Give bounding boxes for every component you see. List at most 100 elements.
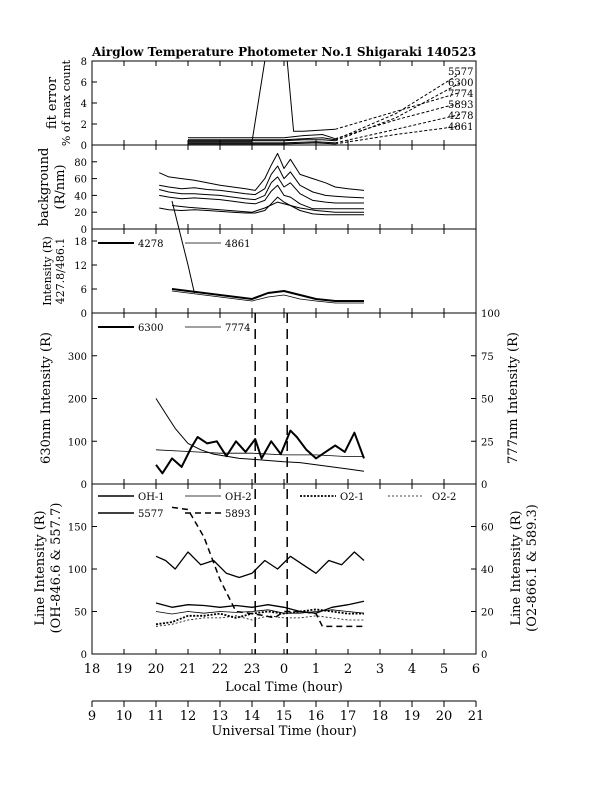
chart-title: Airglow Temperature Photometer No.1 Shig… [91,45,476,59]
lt-tick-label: 0 [280,662,288,677]
fit-ylabel1: fit error [45,76,60,129]
legend-label-5893: 5893 [225,509,250,520]
y-tick-label: 0 [481,650,487,661]
legend-label-oh2: OH-2 [225,492,252,503]
fit-series-label: 7774 [448,89,473,100]
series-line-7774 [155,449,364,458]
line-legend: OH-1 OH-2 O2-1 O2-2 5577 5893 [98,492,456,520]
y-tick-label: 6 [81,78,87,89]
y-tick-label: 6 [81,285,87,296]
series-line-d [159,184,364,210]
series-line-4861 [188,142,336,145]
lt-tick-label: 19 [116,662,133,677]
y-tick-label: 20 [74,208,87,219]
ut-tick-label: 19 [404,709,421,724]
ut-tick-label: 17 [340,709,357,724]
fit-series-label: 4278 [448,111,473,122]
lt-tick-label: 1 [312,662,320,677]
legend-label-o22: O2-2 [432,492,456,503]
lt-tick-label: 3 [376,662,384,677]
y-tick-label: 40 [481,565,494,576]
y-tick-label: 50 [74,608,87,619]
red-legend: 6300 7774 [98,323,250,334]
series-line-b [159,165,365,199]
y-tick-label: 200 [68,395,87,406]
series-line-4278 [188,141,336,144]
y-tick-label: 4 [81,99,87,110]
series-line-OH-1 [155,600,365,614]
series-line-4278-dashed [335,114,461,144]
series-line-6300-dashed [335,82,461,142]
series-line-f [171,201,364,213]
ut-tick-label: 15 [276,709,293,724]
ut-tick-label: 11 [148,709,165,724]
y-tick-label: 0 [81,480,87,491]
ut-tick-label: 14 [244,709,261,724]
series-line-5893-dashed [335,102,461,140]
y-tick-label: 80 [74,158,87,169]
fit-series-label: 4861 [448,122,473,133]
series-line-c [159,176,364,204]
red-ylabel-left: 630nm Intensity (R) [39,332,54,464]
series-line-6300-fluct [155,429,365,475]
series-line-O2-1 [155,608,364,626]
y-tick-label: 12 [74,261,87,272]
y-tick-label: 0 [481,480,487,491]
ut-tick-label: 21 [468,709,485,724]
series-line-5893 [171,506,364,628]
y-tick-label: 20 [481,608,494,619]
legend-label-oh1: OH-1 [138,492,165,503]
lt-tick-label: 2 [344,662,352,677]
series-line-4278 [171,288,364,302]
series-line-4861 [171,290,364,304]
series-line-4861-dashed [335,125,461,145]
series-line-7774 [188,60,336,143]
legend-label-6300: 6300 [138,323,163,334]
y-tick-label: 300 [68,352,87,363]
series-line-7774-dashed [335,92,461,130]
y-tick-label: 50 [481,395,494,406]
series-line-6300 [155,398,365,472]
y-tick-label: 40 [74,191,87,202]
ut-tick-label: 20 [436,709,453,724]
y-tick-label: 2 [81,120,87,131]
plot-series [155,60,461,654]
y-tick-label: 0 [81,141,87,152]
fit-ylabel2: % of max count [60,59,73,146]
legend-label-o21: O2-1 [340,492,364,503]
y-tick-label: 25 [481,437,494,448]
ut-tick-label: 18 [372,709,389,724]
ut-tick-label: 16 [308,709,325,724]
ut-tick-label: 12 [180,709,197,724]
fit-series-label: 5893 [448,100,473,111]
y-tick-label: 18 [74,237,87,248]
series-line-OH-2 [155,609,365,615]
ut-tick-label: 13 [212,709,229,724]
lt-tick-label: 22 [212,662,229,677]
red-ylabel-right: 777nm Intensity (R) [506,332,521,464]
y-tick-label: 100 [68,437,87,448]
series-line-5577-dashed [335,73,461,141]
line-ylabel-right2: (O2-866.1 & 589.3) [525,504,540,632]
fit-series-label: 5577 [448,67,473,78]
line-ylabel-left1: Line Intensity (R) [33,510,48,625]
line-ylabel-right1: Line Intensity (R) [509,510,524,625]
series-line-5893 [188,133,336,140]
series-line-e [159,196,364,216]
axis-ticks: 18 19 20 21 22 23 0 1 2 3 4 5 69 10 11 12 13 14 15 16 17 18 19… [68,57,500,724]
series-line-4278-early [171,200,195,294]
lt-tick-label: 23 [244,662,261,677]
y-tick-label: 0 [81,309,87,320]
lt-tick-label: 18 [84,662,101,677]
y-tick-label: 100 [68,565,87,576]
fit-series-label: 6300 [448,78,473,89]
red-panel-frame [91,312,477,485]
lt-tick-label: 6 [472,662,480,677]
y-tick-label: 150 [68,523,87,534]
series-line-O2-2 [155,615,364,627]
bg-ylabel2: (R/nm) [53,164,68,209]
lt-tick-label: 5 [440,662,448,677]
legend-label-4278: 4278 [138,239,163,250]
